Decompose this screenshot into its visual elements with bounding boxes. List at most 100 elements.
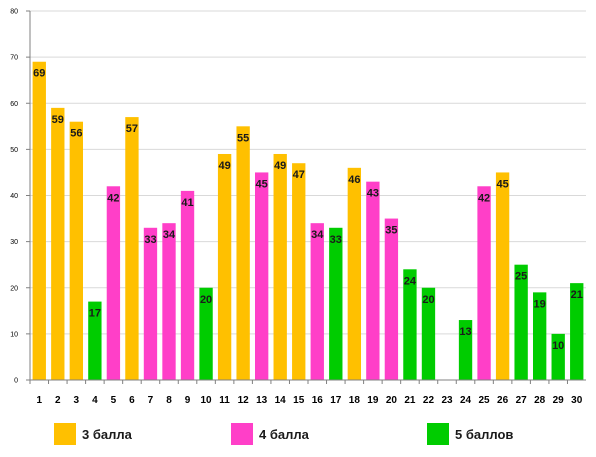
- bar-20: [384, 218, 399, 380]
- bar-18: [347, 167, 362, 380]
- bar-5: [106, 186, 121, 380]
- x-tick-label-22: 22: [423, 395, 435, 406]
- bar-1: [32, 61, 46, 381]
- legend-swatch-grade3: [54, 423, 76, 445]
- x-tick-label-19: 19: [367, 395, 379, 406]
- bar-10: [199, 287, 213, 380]
- legend-label-grade5: 5 баллов: [455, 426, 514, 442]
- bar-28: [532, 292, 547, 380]
- x-tick-label-15: 15: [293, 395, 305, 406]
- data-label-10: 20: [200, 294, 212, 306]
- x-tick-label-25: 25: [479, 395, 491, 406]
- data-label-28: 19: [534, 298, 546, 310]
- data-label-12: 55: [237, 132, 249, 144]
- y-tick-label: 10: [10, 331, 18, 338]
- data-label-26: 45: [496, 178, 508, 190]
- legend-item-grade5: 5 баллов: [427, 423, 513, 445]
- bar-15: [292, 163, 306, 380]
- x-tick-label-4: 4: [92, 395, 98, 406]
- data-label-8: 34: [163, 229, 176, 241]
- x-tick-label-24: 24: [460, 395, 472, 406]
- data-label-17: 33: [330, 234, 342, 246]
- legend-label-grade3: 3 балла: [82, 426, 132, 442]
- data-label-15: 47: [293, 169, 305, 181]
- x-tick-label-30: 30: [571, 395, 583, 406]
- bar-12: [236, 126, 250, 380]
- legend-item-grade3: 3 балла: [54, 423, 132, 445]
- legend-swatch-grade5: [427, 423, 449, 445]
- bar-29: [551, 333, 565, 380]
- data-label-16: 34: [311, 229, 324, 241]
- bar-27: [514, 264, 528, 380]
- data-label-7: 33: [144, 234, 156, 246]
- gridlines: [30, 10, 586, 335]
- data-label-6: 57: [126, 123, 138, 135]
- data-label-18: 46: [348, 174, 360, 186]
- bar-9: [180, 190, 195, 380]
- x-tick-label-14: 14: [275, 395, 287, 406]
- x-tick-label-18: 18: [349, 395, 361, 406]
- bars: [32, 61, 584, 381]
- bar-8: [162, 223, 176, 380]
- bar-22: [421, 287, 436, 380]
- data-label-20: 35: [385, 225, 397, 237]
- data-label-21: 24: [404, 275, 417, 287]
- x-tick-label-20: 20: [386, 395, 398, 406]
- data-label-27: 25: [515, 271, 527, 283]
- y-tick-label: 30: [10, 239, 18, 246]
- data-label-29: 10: [552, 340, 564, 352]
- y-tick-label: 20: [10, 285, 18, 292]
- bar-14: [273, 153, 287, 380]
- x-tick-label-6: 6: [129, 395, 135, 406]
- legend-swatch-grade4: [231, 423, 253, 445]
- data-label-13: 45: [256, 178, 268, 190]
- y-tick-label: 0: [14, 378, 18, 385]
- bar-3: [69, 121, 84, 380]
- data-labels: 69 59 56 17 42 57 33 34 41 20 49 55 45 49 47 34 33 46 43 35…: [33, 68, 583, 352]
- x-tick-label-12: 12: [238, 395, 250, 406]
- x-tick-label-29: 29: [553, 395, 565, 406]
- data-label-19: 43: [367, 188, 379, 200]
- bar-30: [570, 283, 584, 380]
- data-label-3: 56: [70, 128, 82, 140]
- legend-label-grade4: 4 балла: [259, 426, 309, 442]
- x-tick-label-10: 10: [201, 395, 213, 406]
- x-tick-label-7: 7: [148, 395, 154, 406]
- y-tick-label: 40: [10, 193, 18, 200]
- bar-24: [458, 320, 473, 380]
- x-tick-label-27: 27: [516, 395, 528, 406]
- legend-item-grade4: 4 балла: [231, 423, 309, 445]
- x-tick-label-3: 3: [74, 395, 80, 406]
- bar-4: [88, 301, 102, 380]
- x-tick-label-23: 23: [441, 395, 453, 406]
- bar-11: [217, 153, 232, 380]
- x-tick-label-17: 17: [330, 395, 342, 406]
- data-label-5: 42: [107, 192, 119, 204]
- bar-2: [51, 107, 65, 381]
- bar-16: [310, 223, 324, 380]
- data-label-25: 42: [478, 192, 490, 204]
- y-axis-ticks: 0 10 20 30 40 50 60 70 80: [10, 9, 30, 385]
- bar-26: [495, 172, 510, 380]
- data-label-1: 69: [33, 68, 45, 80]
- data-label-22: 20: [422, 294, 434, 306]
- bar-19: [366, 181, 380, 380]
- data-label-30: 21: [571, 289, 583, 301]
- x-tick-label-2: 2: [55, 395, 61, 406]
- x-tick-label-11: 11: [219, 395, 230, 406]
- x-tick-label-26: 26: [497, 395, 509, 406]
- x-tick-label-28: 28: [534, 395, 546, 406]
- data-label-24: 13: [459, 326, 471, 338]
- data-label-4: 17: [89, 308, 101, 320]
- data-label-11: 49: [218, 160, 230, 172]
- data-label-14: 49: [274, 160, 286, 172]
- bar-17: [329, 227, 343, 380]
- y-tick-label: 50: [10, 147, 18, 154]
- x-tick-label-21: 21: [404, 395, 416, 406]
- bar-21: [403, 269, 417, 380]
- x-tick-label-5: 5: [111, 395, 117, 406]
- data-label-9: 41: [181, 197, 193, 209]
- data-label-2: 59: [52, 114, 64, 126]
- bar-25: [477, 186, 491, 380]
- x-tick-label-13: 13: [256, 395, 268, 406]
